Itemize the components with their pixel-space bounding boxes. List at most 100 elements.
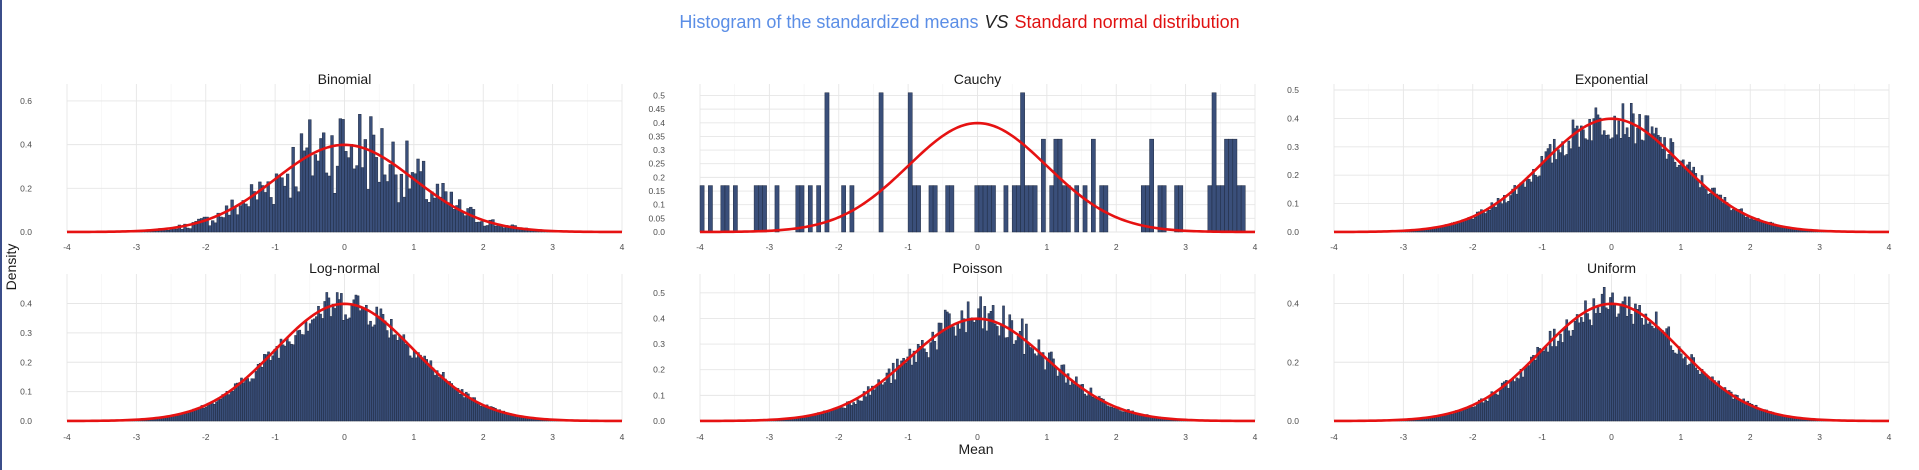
histogram-bar — [174, 228, 179, 233]
histogram-bar — [327, 297, 331, 422]
histogram-bar — [430, 191, 434, 233]
histogram-bar — [266, 181, 270, 233]
histogram-bar — [1634, 303, 1637, 422]
histogram-bar — [1736, 210, 1739, 233]
histogram-bar — [1544, 346, 1548, 422]
histogram-bar — [352, 168, 356, 233]
y-tick-label: 0.4 — [20, 140, 32, 150]
histogram-bar — [902, 357, 905, 422]
histogram-bar — [1698, 187, 1702, 233]
histogram-bar — [256, 363, 260, 422]
histogram-bar — [387, 337, 391, 422]
histogram-bar — [344, 314, 347, 422]
histogram-bar — [344, 151, 348, 233]
x-tick-label: 1 — [1045, 432, 1050, 442]
histogram-bar — [363, 139, 367, 233]
histogram-bar — [894, 379, 897, 422]
histogram-bar — [1609, 297, 1612, 422]
histogram-bar — [1469, 217, 1473, 233]
x-tick-label: 4 — [1887, 242, 1892, 252]
histogram-bar — [1661, 330, 1664, 422]
y-tick-label: 0.2 — [20, 357, 32, 367]
panel-log-normal: -4 -3 -2 -1 0 1 2 3 4 0.0 0.1 0.2 0.3 0.4 Log-normal — [20, 260, 624, 442]
histogram-bar — [360, 167, 365, 233]
histogram-bar — [1129, 412, 1132, 422]
histogram-bar — [1517, 378, 1521, 422]
histogram-bar — [281, 344, 285, 422]
x-tick-label: 4 — [1253, 432, 1258, 442]
histogram-bar — [423, 355, 426, 422]
histogram-bar — [1509, 195, 1512, 233]
histogram-bar — [377, 316, 381, 422]
histogram-bar — [252, 378, 256, 422]
histogram-bar — [1064, 382, 1068, 422]
histogram-bar — [277, 357, 281, 422]
histogram-bar — [373, 324, 376, 422]
histogram-bar — [175, 415, 179, 422]
panel-poisson: -4 -3 -2 -1 0 1 2 3 4 0.0 0.1 0.2 0.3 0.4 0.5 Poisson — [653, 260, 1257, 442]
histogram-bar — [398, 334, 401, 422]
histogram-bar — [1559, 152, 1562, 233]
histogram-bar — [1471, 406, 1475, 422]
histogram-bar — [914, 361, 918, 422]
histogram-bar — [977, 308, 980, 422]
histogram-bar — [1484, 213, 1487, 233]
histogram-bar — [1494, 207, 1498, 233]
histogram-bar — [1077, 385, 1080, 422]
histogram-bar — [1742, 214, 1745, 233]
y-tick-label: 0.1 — [1287, 199, 1299, 209]
histogram-bar — [229, 390, 233, 422]
panel-cauchy: -4 -3 -2 -1 0 1 2 3 4 0.0 0.05 0.1 0.15 0.2 0.25 0.3 0.3… — [648, 71, 1257, 252]
histogram-bar — [333, 308, 337, 422]
histogram-bar — [871, 385, 874, 422]
normal-density-curve — [1333, 302, 1890, 423]
histogram-bar — [1563, 155, 1566, 233]
histogram-bar — [1729, 210, 1733, 233]
histogram-bar — [1532, 355, 1535, 422]
histogram-bar — [937, 322, 941, 422]
histogram-bar — [433, 375, 437, 422]
histogram-bar — [912, 350, 916, 422]
histogram-bar — [358, 310, 362, 422]
histogram-bar — [1087, 391, 1091, 422]
panel-title-binomial: Binomial — [318, 71, 372, 87]
histogram-bar — [1513, 185, 1517, 233]
histogram-bar — [449, 191, 453, 233]
histogram-bar — [233, 383, 237, 422]
histogram-bar — [329, 316, 333, 422]
histogram-bar — [1696, 370, 1700, 422]
histogram-bar — [1727, 205, 1731, 233]
histogram-bar — [1043, 369, 1047, 422]
histogram-bar — [949, 185, 955, 233]
histogram-bar — [879, 381, 883, 422]
histogram-bar — [366, 189, 370, 233]
histogram-bar — [1667, 326, 1671, 422]
histogram-bar — [1752, 407, 1756, 422]
histogram-bar — [841, 185, 846, 233]
histogram-bar — [319, 313, 322, 422]
histogram-bar — [250, 378, 254, 422]
histogram-bar — [294, 335, 297, 422]
histogram-bar — [1565, 319, 1569, 422]
histogram-bar — [974, 185, 980, 233]
histogram-bar — [753, 185, 759, 233]
histogram-bar — [227, 214, 231, 233]
histogram-bar — [1773, 414, 1777, 422]
histogram-bar — [446, 382, 449, 422]
x-tick-label: -2 — [835, 242, 843, 252]
x-tick-label: -2 — [1469, 242, 1477, 252]
x-tick-label: -4 — [696, 432, 704, 442]
y-tick-label: 0.0 — [1287, 416, 1299, 426]
histogram-bar — [1627, 137, 1631, 233]
histogram-bar — [850, 405, 853, 422]
histogram-bar — [335, 292, 339, 422]
histogram-bar — [1513, 381, 1517, 422]
histogram-bar — [1459, 221, 1462, 233]
histogram-bar — [1613, 115, 1616, 233]
y-tick-label: 0.0 — [20, 227, 32, 237]
histogram-bar — [448, 381, 451, 422]
panel-exponential: -4 -3 -2 -1 0 1 2 3 4 0.0 0.1 0.2 0.3 0.4 0.5 Exponenti… — [1287, 71, 1891, 252]
histogram-bar — [416, 158, 420, 233]
histogram-bar — [240, 377, 243, 422]
